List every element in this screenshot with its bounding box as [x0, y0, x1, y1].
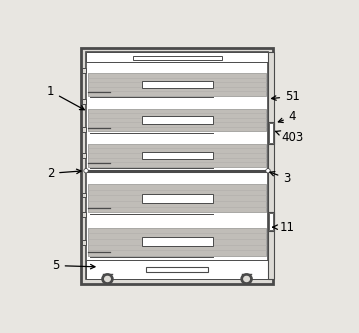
Bar: [141, 194, 213, 202]
Text: 403: 403: [275, 131, 304, 144]
Bar: [132, 56, 222, 60]
Text: 11: 11: [273, 221, 294, 234]
Circle shape: [241, 274, 252, 284]
Circle shape: [85, 170, 87, 172]
Bar: [81, 99, 86, 104]
Bar: [141, 116, 213, 124]
Bar: [268, 122, 274, 144]
Text: 51: 51: [272, 90, 300, 103]
Bar: [88, 184, 266, 212]
Bar: [141, 237, 213, 246]
Bar: [86, 52, 268, 279]
Bar: [81, 212, 86, 217]
Bar: [81, 240, 86, 245]
Bar: [81, 128, 86, 132]
Text: 4: 4: [278, 110, 296, 124]
Circle shape: [84, 169, 88, 172]
Text: 2: 2: [47, 167, 81, 180]
Text: 1: 1: [47, 85, 84, 110]
Bar: [269, 123, 273, 143]
Bar: [269, 213, 273, 230]
Bar: [86, 52, 268, 62]
Bar: [81, 153, 86, 158]
Bar: [81, 48, 273, 284]
Bar: [268, 52, 274, 279]
Text: 5: 5: [52, 259, 95, 272]
Bar: [268, 212, 274, 231]
Bar: [141, 152, 213, 159]
Bar: [81, 193, 86, 197]
Bar: [88, 228, 266, 256]
Bar: [146, 267, 208, 272]
Bar: [141, 81, 213, 88]
Circle shape: [267, 170, 269, 172]
Circle shape: [102, 274, 113, 284]
Circle shape: [266, 169, 270, 172]
Bar: [88, 73, 266, 96]
Text: 3: 3: [270, 171, 291, 185]
Bar: [86, 260, 268, 279]
Circle shape: [105, 276, 110, 281]
Circle shape: [244, 276, 250, 281]
Bar: [88, 109, 266, 131]
Bar: [81, 68, 86, 73]
Bar: [88, 144, 266, 166]
